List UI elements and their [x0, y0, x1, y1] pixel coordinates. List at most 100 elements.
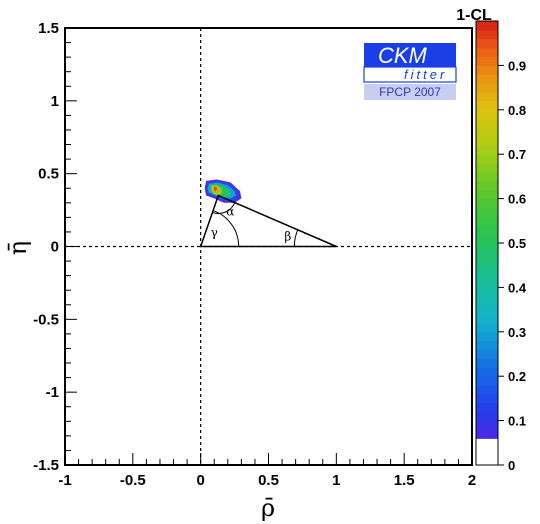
colorbar-segment	[476, 456, 498, 466]
x-tick-label: -0.5	[120, 472, 146, 489]
colorbar-segment	[476, 296, 498, 306]
x-tick-label: 0	[196, 472, 204, 489]
colorbar-segment	[476, 92, 498, 102]
colorbar-tick-label: 0	[508, 458, 515, 473]
x-tick-label: 2	[468, 472, 476, 489]
colorbar-segment	[476, 163, 498, 173]
ckmfitter-logo: CKM fitter FPCP 2007	[363, 43, 457, 100]
confidence-region	[204, 179, 242, 203]
colorbar-segment	[476, 74, 498, 84]
colorbar-segment	[476, 109, 498, 120]
colorbar-segment	[476, 198, 498, 208]
x-tick-label: 1.5	[394, 472, 415, 489]
y-tick-label: -1.5	[33, 457, 59, 474]
colorbar-segment	[476, 385, 498, 395]
colorbar-tick-label: 0.4	[508, 280, 527, 295]
logo-main-band	[364, 43, 456, 67]
colorbar-segment	[476, 260, 498, 271]
logo-conference-text: FPCP 2007	[379, 85, 441, 99]
colorbar-segment	[476, 429, 498, 439]
colorbar-segment	[476, 314, 498, 324]
colorbar-tick-label: 0.7	[508, 147, 526, 162]
colorbar-segment	[476, 100, 498, 111]
colorbar-tick-label: 0.5	[508, 236, 526, 251]
colorbar-segment	[476, 216, 498, 226]
colorbar-segment	[476, 447, 498, 457]
colorbar-segment	[476, 420, 498, 430]
colorbar-segment	[476, 180, 498, 191]
beta-label: β	[284, 230, 291, 244]
colorbar-segment	[476, 376, 498, 386]
colorbar-segment	[476, 402, 498, 413]
colorbar-segment	[476, 136, 498, 146]
colorbar-tick-label: 0.8	[508, 103, 526, 118]
colorbar-segment	[476, 251, 498, 262]
logo-sub-text: fitter	[404, 67, 447, 82]
region-contour-6	[214, 186, 217, 192]
colorbar-segment	[476, 243, 498, 253]
colorbar-segment	[476, 340, 498, 351]
colorbar-segment	[476, 29, 498, 40]
logo-main-text: CKM	[378, 43, 428, 68]
y-tick-label: -0.5	[33, 311, 59, 328]
colorbar-segment	[476, 207, 498, 217]
axis-ticks	[64, 27, 473, 466]
colorbar-tick-label: 0.3	[508, 325, 526, 340]
x-tick-label: 1	[332, 472, 340, 489]
colorbar-ticks: 0 0.1 0.2 0.3 0.4 0.5 0.6 0.7 0.8 0.9	[498, 58, 527, 473]
alpha-arc	[212, 202, 236, 215]
y-tick-labels: -1.5 -1 -0.5 0 0.5 1 1.5	[33, 20, 59, 474]
colorbar-segment	[476, 358, 498, 368]
y-tick-label: 1	[51, 93, 59, 110]
x-tick-label: 0.5	[258, 472, 279, 489]
gamma-label: γ	[211, 226, 218, 240]
colorbar-segment	[476, 278, 498, 288]
x-tick-label: -1	[58, 472, 71, 489]
colorbar-segment	[476, 322, 498, 333]
colorbar-segment	[476, 65, 498, 75]
colorbar-segment	[476, 411, 498, 422]
colorbar-segment	[476, 38, 498, 49]
beta-arc	[293, 229, 299, 247]
y-tick-label: 0	[51, 239, 59, 256]
colorbar-tick-label: 0.2	[508, 369, 526, 384]
colorbar-segment	[476, 83, 498, 93]
alpha-label: α	[226, 205, 234, 219]
y-tick-label: 0.5	[38, 166, 59, 183]
colorbar-segment	[476, 145, 498, 155]
colorbar-segment	[476, 331, 498, 342]
colorbar-segment	[476, 269, 498, 280]
y-tick-label: -1	[46, 384, 59, 401]
x-axis-title: ρ̄	[261, 494, 275, 522]
colorbar-segment	[476, 305, 498, 315]
colorbar-segment	[476, 118, 498, 129]
y-axis-title: η̄	[4, 241, 32, 255]
colorbar-segment	[476, 349, 498, 359]
colorbar-tick-label: 0.9	[508, 58, 526, 73]
y-tick-label: 1.5	[38, 20, 59, 37]
colorbar-segment	[476, 287, 498, 297]
logo-sub-band	[363, 66, 457, 83]
colorbar-segment	[476, 21, 498, 31]
colorbar-segment	[476, 171, 498, 182]
colorbar-segment	[476, 438, 498, 448]
colorbar-segment	[476, 234, 498, 244]
colorbar-segment	[476, 47, 498, 58]
colorbar-tick-label: 0.1	[508, 414, 526, 429]
colorbar-segment	[476, 367, 498, 377]
logo-conference-band	[364, 84, 456, 100]
gamma-arc	[212, 210, 240, 247]
colorbar-segment	[476, 56, 498, 66]
x-tick-labels: -1 -0.5 0 0.5 1 1.5 2	[58, 472, 476, 489]
triangle-outline	[199, 194, 337, 248]
colorbar-segment	[476, 189, 498, 200]
colorbar-segment	[476, 127, 498, 137]
colorbar-tick-label: 0.6	[508, 192, 526, 207]
unitarity-triangle: γ β α	[199, 194, 337, 248]
colorbar	[476, 21, 498, 466]
colorbar-segment	[476, 154, 498, 164]
colorbar-segment	[476, 393, 498, 404]
colorbar-title: 1-CL	[456, 7, 492, 24]
colorbar-segment	[476, 225, 498, 235]
